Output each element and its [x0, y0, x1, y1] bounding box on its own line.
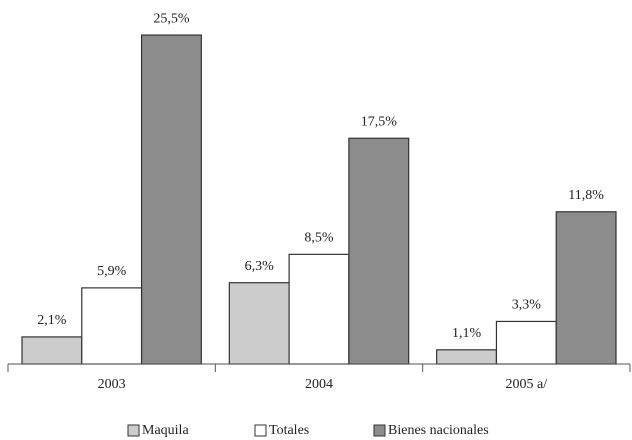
x-tick-label: 2005 a/	[506, 377, 548, 392]
legend-swatch	[254, 424, 267, 437]
bar	[555, 211, 617, 365]
bar	[21, 336, 83, 365]
data-label: 1,1%	[452, 326, 482, 341]
bar	[495, 320, 557, 365]
data-label: 2,1%	[37, 313, 67, 328]
data-label: 8,5%	[304, 231, 334, 246]
legend-swatch	[373, 424, 386, 437]
legend-label: Maquila	[142, 423, 189, 438]
data-label: 17,5%	[361, 114, 398, 129]
legend-label: Bienes nacionales	[388, 423, 489, 438]
bar	[228, 282, 290, 365]
data-label: 3,3%	[512, 298, 542, 313]
data-label: 5,9%	[97, 264, 127, 279]
bar	[348, 137, 410, 365]
data-label: 11,8%	[568, 188, 604, 203]
bar	[81, 287, 143, 365]
bar	[436, 349, 498, 365]
bar	[140, 34, 202, 365]
data-label: 6,3%	[245, 259, 275, 274]
data-label: 25,5%	[153, 11, 190, 26]
x-tick-label: 2003	[98, 377, 126, 392]
legend-label: Totales	[269, 423, 309, 438]
legend-swatch	[127, 424, 140, 437]
bar	[288, 253, 350, 365]
x-tick-label: 2004	[305, 377, 333, 392]
